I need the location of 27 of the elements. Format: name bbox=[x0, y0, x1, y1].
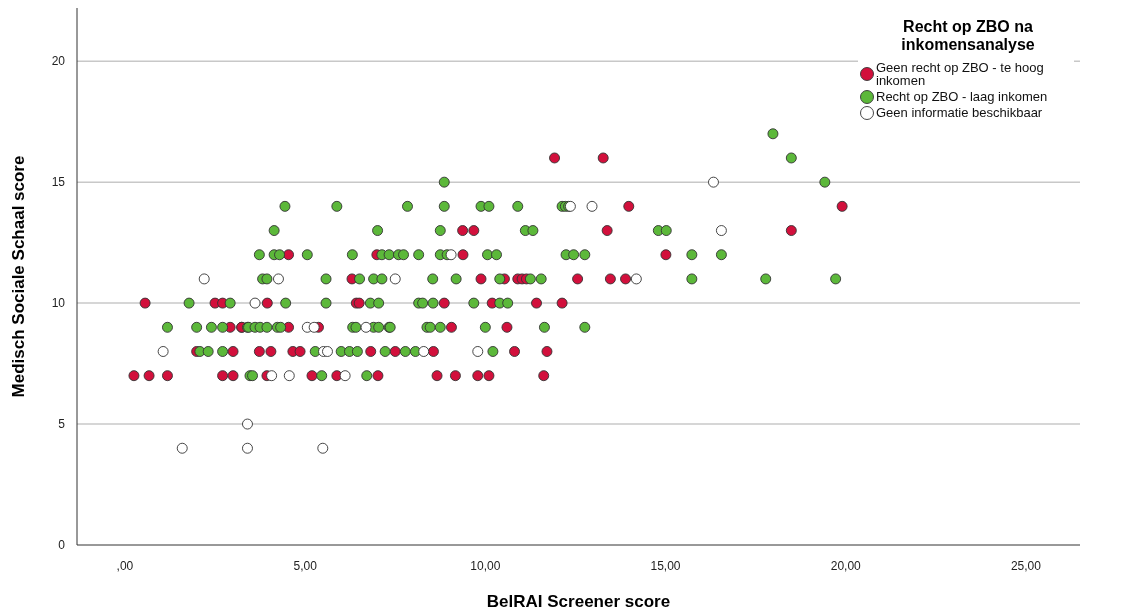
legend-label: Geen recht op ZBO - te hoog inkomen bbox=[876, 60, 1044, 88]
y-tick-label: 20 bbox=[51, 54, 66, 69]
x-axis-title: BelRAI Screener score bbox=[486, 592, 671, 611]
point bbox=[266, 370, 278, 382]
legend-label: Geen informatie beschikbaar bbox=[876, 105, 1043, 120]
point bbox=[339, 370, 351, 382]
point bbox=[308, 321, 320, 333]
point bbox=[242, 418, 253, 430]
x-tick-label: 5,00 bbox=[293, 559, 318, 573]
point bbox=[360, 321, 372, 333]
y-axis-title: Medisch Sociale Schaal score bbox=[9, 155, 28, 398]
x-tick-label: 10,00 bbox=[470, 559, 501, 573]
y-tick-label: 15 bbox=[51, 175, 66, 190]
x-tick-label: 20,00 bbox=[830, 559, 862, 573]
point bbox=[249, 297, 261, 309]
x-tick-label: 25,00 bbox=[1010, 559, 1042, 573]
y-tick-label: 10 bbox=[51, 296, 66, 311]
y-tick-label: 5 bbox=[58, 417, 66, 432]
legend-label: Recht op ZBO - laag inkomen bbox=[876, 89, 1048, 104]
point bbox=[322, 346, 333, 357]
point bbox=[418, 346, 430, 357]
point bbox=[445, 249, 457, 261]
x-tick-label: 15,00 bbox=[650, 559, 681, 573]
x-tick-label: ,00 bbox=[116, 559, 134, 573]
y-tick-label: 0 bbox=[58, 538, 66, 553]
point bbox=[708, 176, 719, 188]
legend-title: Recht op ZBO na inkomensanalyse bbox=[901, 18, 1035, 53]
